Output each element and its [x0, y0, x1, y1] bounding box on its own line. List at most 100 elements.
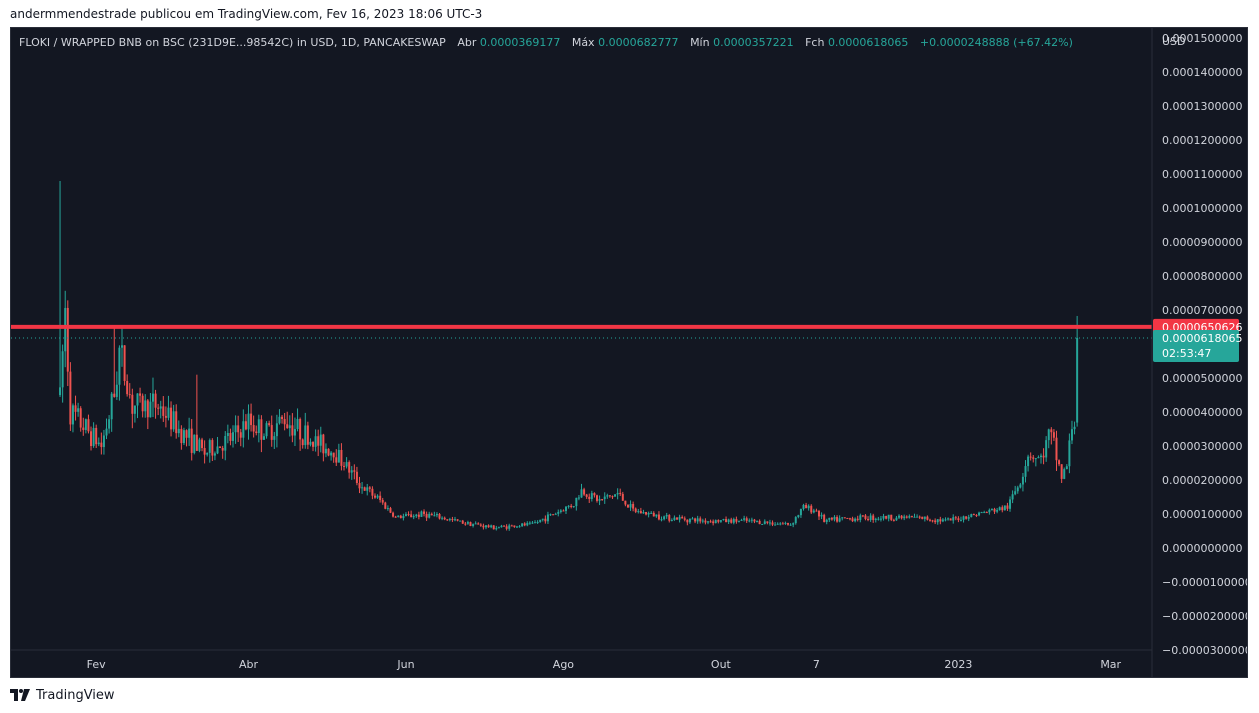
candle-body	[552, 514, 555, 516]
candle-body	[830, 517, 833, 520]
candle-body	[629, 503, 632, 508]
candle-body	[688, 518, 691, 523]
candle-body	[686, 519, 689, 523]
candle-body	[541, 518, 544, 520]
symbol-title: FLOKI / WRAPPED BNB on BSC (231D9E...985…	[19, 36, 446, 49]
candle-body	[699, 518, 702, 522]
candle-body	[737, 520, 740, 522]
candle-body	[642, 511, 645, 514]
candle-body	[1001, 507, 1004, 511]
candle-body	[647, 512, 650, 515]
candle-body	[198, 439, 201, 451]
candle-body	[423, 511, 426, 514]
candle-body	[882, 516, 885, 519]
publish-caption: andermmendestrade publicou em TradingVie…	[10, 7, 483, 21]
candle-body	[828, 517, 831, 520]
candle-body	[79, 408, 82, 428]
candle-body	[420, 511, 423, 517]
candle-body	[730, 519, 733, 523]
candle-body	[185, 430, 188, 438]
candle-body	[657, 514, 660, 520]
candle-body	[425, 513, 428, 518]
candle-body	[146, 400, 149, 418]
candle-body	[133, 405, 136, 414]
candle-body	[226, 433, 229, 437]
candle-body	[59, 387, 62, 396]
candle-body	[435, 514, 438, 516]
candle-body	[776, 523, 779, 525]
candle-body	[90, 431, 93, 446]
candle-body	[510, 525, 513, 527]
candle-body	[250, 413, 253, 426]
y-tick-label: 0.0001300000	[1162, 100, 1242, 113]
candle-body	[905, 516, 908, 518]
candle-body	[526, 523, 529, 526]
candle-body	[864, 515, 867, 519]
candle-body	[923, 516, 926, 519]
candle-body	[188, 428, 191, 438]
candle-body	[293, 429, 296, 436]
candle-body	[337, 449, 340, 463]
candle-body	[495, 528, 498, 530]
candle-body	[645, 511, 648, 515]
candle-body	[304, 425, 307, 446]
candle-body	[82, 427, 85, 430]
candle-body	[965, 516, 968, 519]
candle-body	[348, 462, 351, 473]
candle-body	[242, 421, 245, 438]
price-chart[interactable]: USD 0.0001500000 0.0001400000 0.0001300000…	[11, 28, 1247, 677]
candle-body	[1027, 456, 1030, 467]
candle-body	[722, 519, 725, 521]
candle-body	[193, 434, 196, 453]
chart-panel[interactable]: USD 0.0001500000 0.0001400000 0.0001300000…	[10, 27, 1248, 678]
candle-body	[562, 510, 565, 512]
candle-body	[402, 516, 405, 519]
candle-body	[528, 522, 531, 524]
candle-body	[1065, 466, 1068, 470]
candle-body	[195, 434, 198, 451]
candle-body	[823, 514, 826, 522]
candle-body	[1058, 460, 1061, 465]
candle-body	[149, 401, 152, 418]
candle-body	[898, 515, 901, 518]
candle-body	[355, 471, 358, 484]
candle-body	[601, 498, 604, 500]
candle-body	[110, 393, 113, 420]
candle-body	[265, 423, 268, 437]
candle-body	[779, 523, 782, 525]
candle-body	[523, 523, 526, 526]
svg-text:FLOKI / WRAPPED BNB on BSC (23: FLOKI / WRAPPED BNB on BSC (231D9E...985…	[19, 36, 1073, 49]
candle-body	[621, 493, 624, 501]
candle-body	[203, 448, 206, 455]
candle-body	[567, 505, 570, 507]
candle-body	[606, 495, 609, 497]
candle-body	[918, 516, 921, 518]
candle-body	[947, 518, 950, 520]
candle-body	[213, 453, 216, 456]
close-label: Fch	[805, 36, 824, 49]
candle-body	[962, 516, 965, 520]
candle-body	[144, 400, 147, 412]
candle-body	[381, 499, 384, 503]
candle-body	[539, 519, 542, 522]
y-tick-label: −0.0000300000	[1162, 644, 1247, 657]
candle-body	[1055, 437, 1058, 461]
candle-body	[846, 517, 849, 519]
candle-body	[756, 520, 759, 522]
x-axis-ticks: Fev Abr Jun Ago Out 7 2023 Mar	[87, 658, 1122, 671]
candle-body	[343, 465, 346, 467]
candle-body	[877, 518, 880, 520]
candle-body	[750, 519, 753, 521]
candle-body	[278, 416, 281, 424]
tradingview-footer[interactable]: TradingView	[10, 686, 115, 704]
candle-body	[559, 510, 562, 513]
candle-body	[309, 441, 312, 445]
candle-body	[299, 419, 302, 440]
candle-body	[704, 520, 707, 523]
candle-body	[394, 516, 397, 518]
candle-body	[676, 517, 679, 520]
candle-body	[515, 526, 518, 528]
candle-body	[637, 511, 640, 513]
candle-body	[797, 515, 800, 518]
candle-body	[281, 416, 284, 420]
